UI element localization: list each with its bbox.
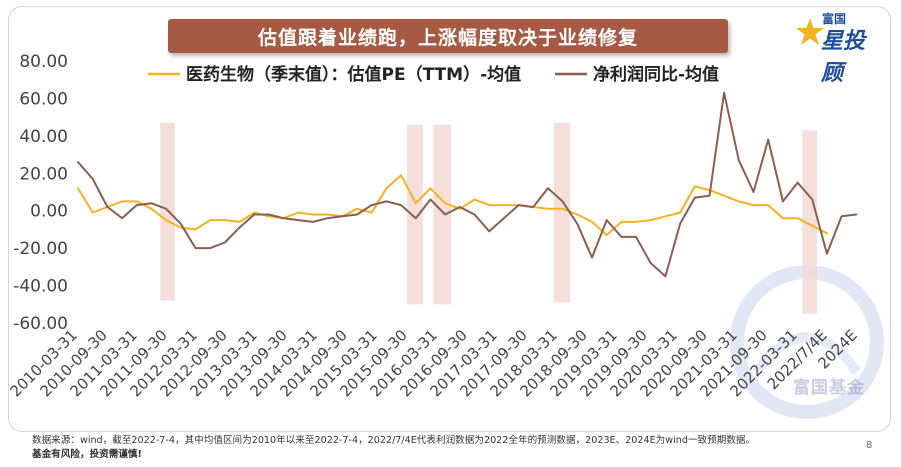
x-axis: 2010-03-312010-09-302011-03-312011-09-30…	[6, 326, 860, 400]
y-tick-label: -20.00	[13, 239, 68, 259]
highlight-band-2	[406, 124, 423, 305]
line-chart: 80.00 60.00 40.00 20.00 0.00 -20.00 -40.00 -60.…	[6, 52, 860, 400]
y-tick-label: 20.00	[19, 164, 68, 184]
logo: 富国 星投顾	[795, 8, 885, 86]
page-number: 8	[866, 440, 873, 451]
y-tick-label: 60.00	[19, 89, 68, 109]
data-source-note: 数据来源：wind，截至2022-7-4，其中均值区间为2010年以来至2022…	[32, 435, 756, 446]
y-tick-label: 40.00	[19, 127, 68, 147]
y-tick-label: 0.00	[30, 202, 68, 222]
highlight-bands	[160, 122, 817, 314]
series-lines	[77, 91, 858, 278]
y-axis: 80.00 60.00 40.00 20.00 0.00 -20.00 -40.00 -60.…	[13, 52, 68, 334]
legend-profit-label: 净利润同比-均值	[593, 64, 719, 85]
risk-warning: 基金有风险，投资需谨慎!	[32, 449, 142, 460]
highlight-band-3	[433, 124, 452, 305]
y-tick-label: -40.00	[13, 277, 68, 297]
legend-pe-label: 医药生物（季末值）：估值PE（TTM）-均值	[186, 64, 521, 85]
pe-series-line	[77, 174, 828, 236]
highlight-band-4	[553, 122, 571, 303]
watermark-text: 富国基金	[793, 378, 865, 398]
page-title: 估值跟着业绩跑，上涨幅度取决于业绩修复	[168, 19, 728, 53]
legend: 医药生物（季末值）：估值PE（TTM）-均值 净利润同比-均值	[148, 64, 719, 85]
y-tick-label: -60.00	[13, 314, 68, 334]
logo-main-text: 星投顾	[821, 29, 866, 86]
star-logo-icon	[796, 18, 824, 45]
profit-series-line	[77, 91, 858, 278]
logo-top-text: 富国	[822, 12, 847, 26]
y-tick-label: 80.00	[19, 52, 68, 72]
title-text: 估值跟着业绩跑，上涨幅度取决于业绩修复	[257, 26, 638, 49]
highlight-band-5	[802, 130, 817, 314]
footnote: 数据来源：wind，截至2022-7-4，其中均值区间为2010年以来至2022…	[32, 434, 755, 462]
